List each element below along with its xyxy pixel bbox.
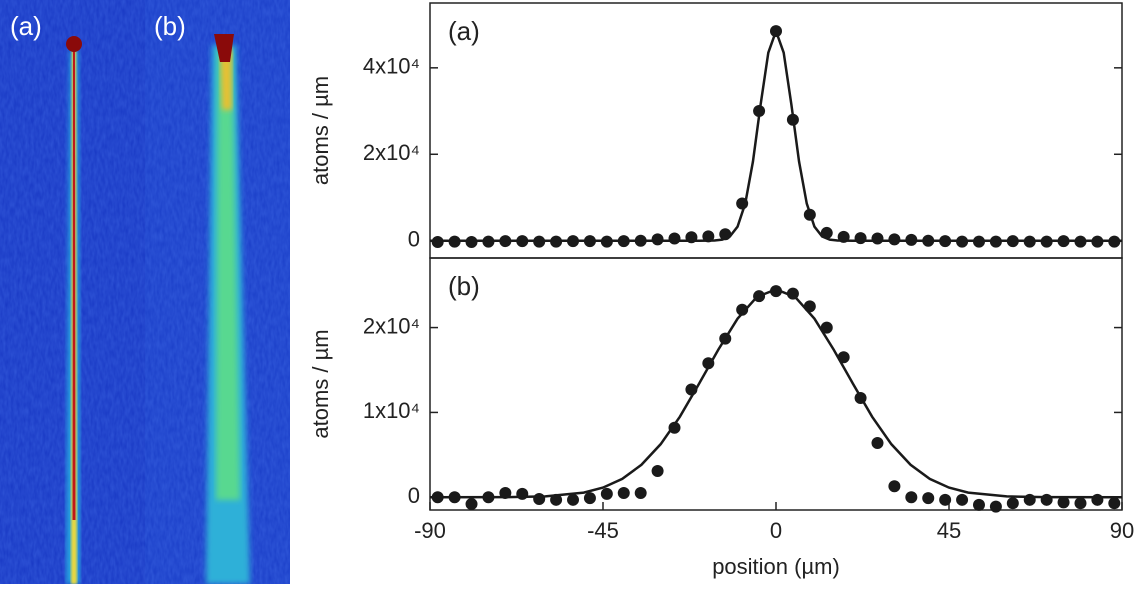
data-point	[939, 493, 952, 506]
plot-frame	[429, 2, 1123, 259]
data-point	[956, 493, 969, 506]
data-point	[922, 492, 935, 505]
data-point	[600, 487, 613, 500]
y-axis-label: atoms / µm	[308, 329, 333, 438]
y-tick-label: 2x10⁴	[363, 313, 420, 338]
data-point	[465, 498, 478, 511]
data-point	[1091, 493, 1104, 506]
data-point	[617, 487, 630, 500]
panel-label: (a)	[448, 16, 480, 46]
data-point	[1057, 496, 1070, 509]
x-tick-label: -90	[414, 518, 446, 543]
data-point	[651, 464, 664, 477]
data-point	[668, 232, 681, 245]
data-point	[871, 436, 884, 449]
data-point	[888, 233, 901, 246]
image-label: (b)	[154, 11, 186, 41]
x-tick-label: -45	[587, 518, 619, 543]
y-tick-label: 4x10⁴	[363, 54, 420, 79]
data-point	[1074, 497, 1087, 510]
data-point	[1108, 497, 1121, 510]
data-point	[465, 236, 478, 249]
x-axis-label: position (µm)	[712, 554, 840, 579]
data-point	[989, 500, 1002, 513]
panel-label: (b)	[448, 271, 480, 301]
data-point	[820, 321, 833, 334]
data-point	[1006, 497, 1019, 510]
y-tick-label: 1x10⁴	[363, 398, 420, 423]
fit-line	[429, 288, 1123, 499]
data-point	[634, 487, 647, 500]
data-point	[871, 232, 884, 245]
fit-line	[430, 27, 1122, 242]
y-axis-label: atoms / µm	[308, 76, 333, 185]
x-tick-label: 90	[1110, 518, 1134, 543]
x-tick-label: 45	[937, 518, 961, 543]
data-point	[651, 233, 664, 246]
image-label: (a)	[10, 11, 42, 41]
y-tick-label: 0	[408, 483, 420, 508]
y-tick-label: 0	[408, 227, 420, 252]
data-point	[1040, 493, 1053, 506]
data-point	[888, 480, 901, 493]
image-panel-a: (a)	[0, 0, 145, 584]
image-panel-b: (b)	[145, 0, 290, 584]
y-tick-label: 2x10⁴	[363, 140, 420, 165]
data-point	[533, 492, 546, 505]
data-point	[972, 498, 985, 511]
data-point	[567, 493, 580, 506]
data-point	[854, 232, 867, 245]
data-point	[583, 492, 596, 505]
data-point	[905, 491, 918, 504]
data-point	[431, 236, 444, 249]
x-tick-label: 0	[770, 518, 782, 543]
data-point	[736, 303, 749, 316]
data-point	[770, 285, 782, 298]
